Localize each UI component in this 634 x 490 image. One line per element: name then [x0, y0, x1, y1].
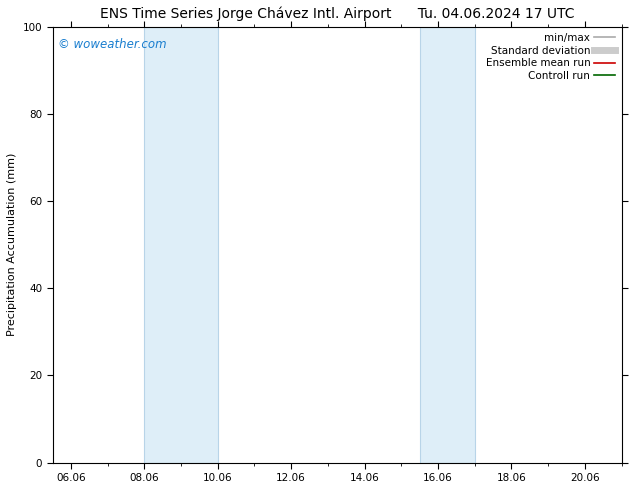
Bar	[420, 27, 475, 463]
Text: © woweather.com: © woweather.com	[58, 38, 167, 50]
Title: ENS Time Series Jorge Chávez Intl. Airport      Tu. 04.06.2024 17 UTC: ENS Time Series Jorge Chávez Intl. Airpo…	[100, 7, 574, 22]
Y-axis label: Precipitation Accumulation (mm): Precipitation Accumulation (mm)	[7, 153, 17, 337]
Legend: min/max, Standard deviation, Ensemble mean run, Controll run: min/max, Standard deviation, Ensemble me…	[481, 29, 619, 85]
Bar	[145, 27, 217, 463]
